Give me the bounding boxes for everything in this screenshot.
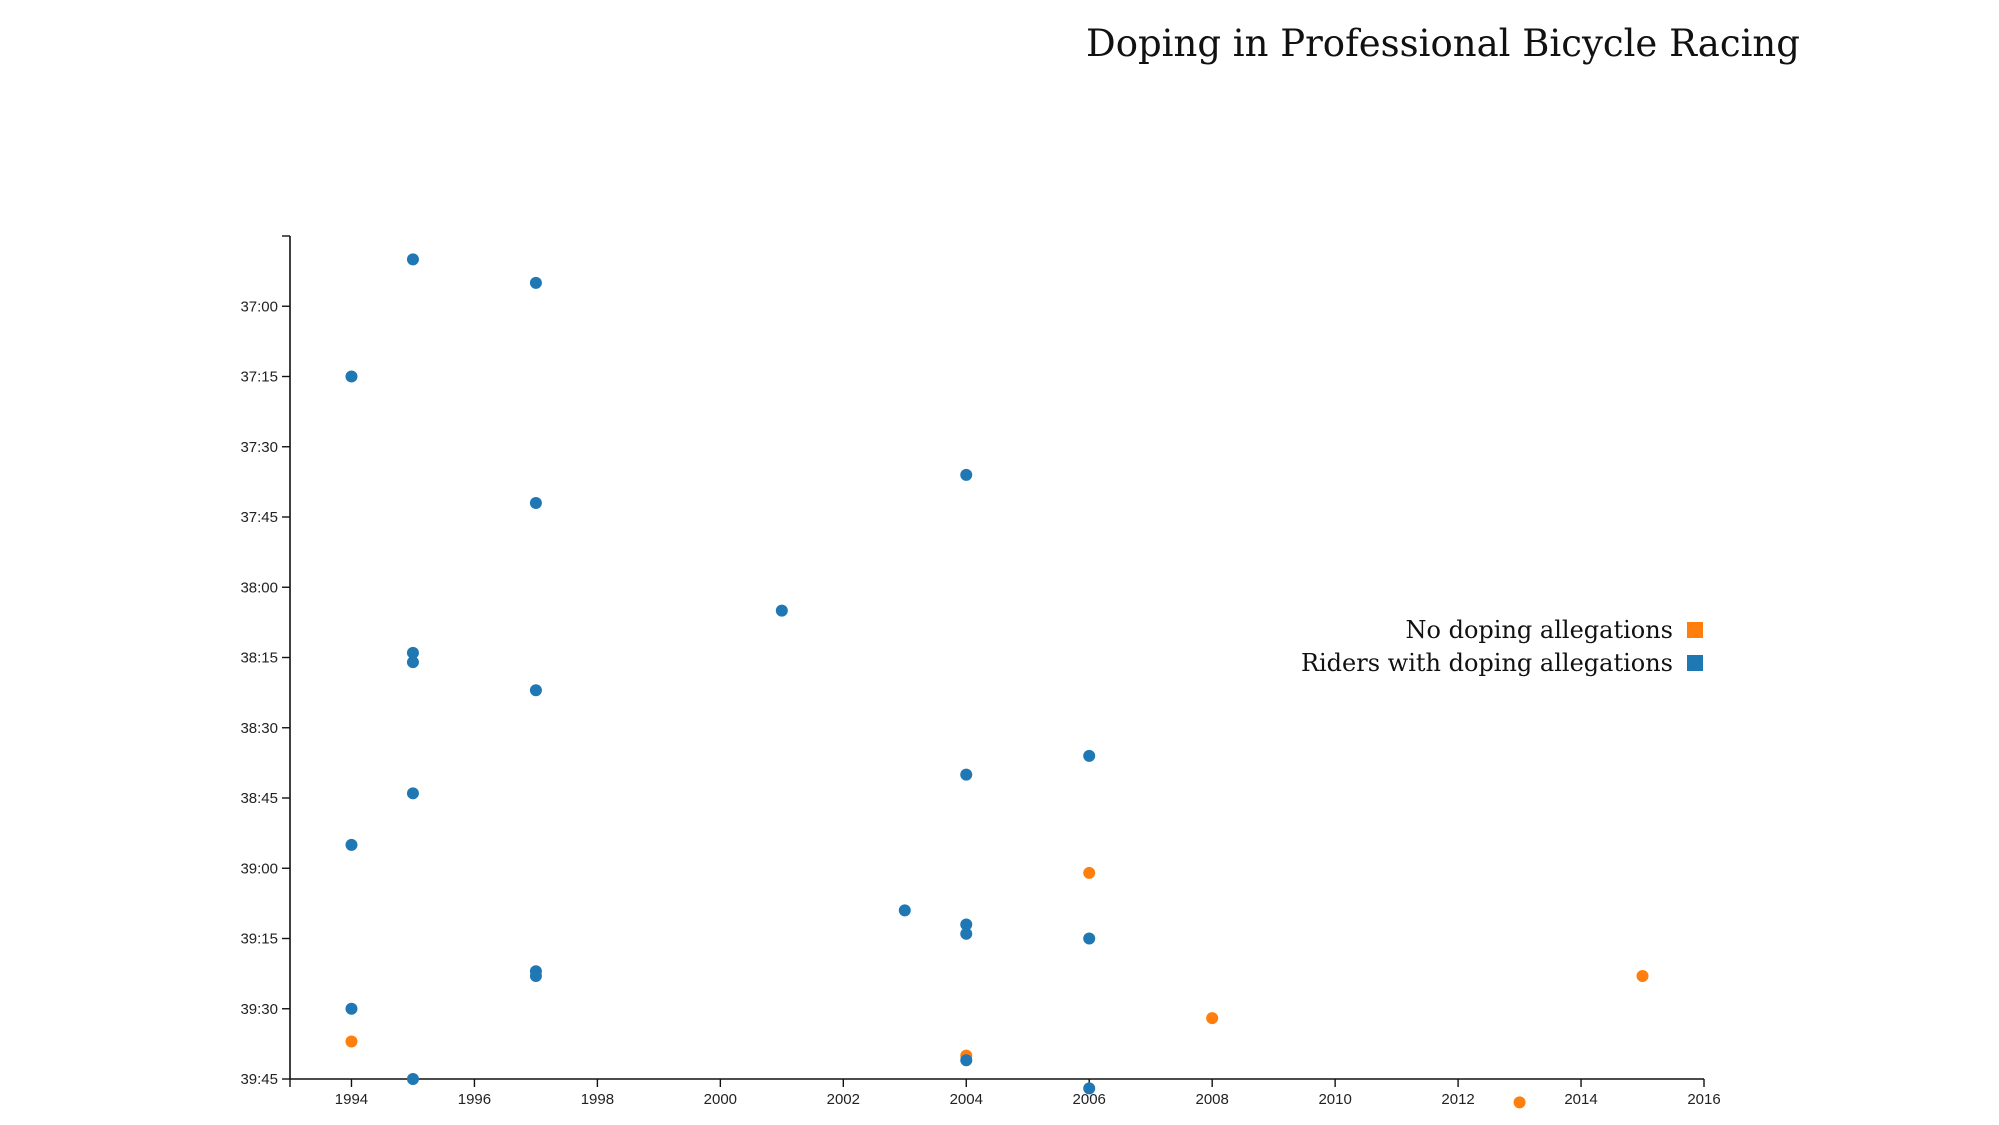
legend-label: Riders with doping allegations bbox=[1301, 649, 1673, 677]
y-tick-label: 38:15 bbox=[240, 650, 278, 667]
x-tick-label: 2012 bbox=[1441, 1091, 1474, 1108]
data-point-doping-allegations bbox=[1083, 1082, 1096, 1095]
y-tick-label: 38:00 bbox=[240, 579, 278, 596]
data-point-doping-allegations bbox=[960, 768, 973, 781]
legend: No doping allegations Riders with doping … bbox=[1301, 616, 1703, 677]
data-point-doping-allegations bbox=[529, 496, 542, 509]
y-tick-label: 39:45 bbox=[240, 1071, 278, 1088]
x-tick-label: 2006 bbox=[1073, 1091, 1106, 1108]
x-tick-label: 2002 bbox=[827, 1091, 860, 1108]
data-point-no-allegations bbox=[345, 1035, 358, 1048]
x-tick-label: 1998 bbox=[581, 1091, 614, 1108]
data-point-doping-allegations bbox=[406, 1073, 419, 1085]
x-tick-label: 2008 bbox=[1195, 1091, 1228, 1108]
data-point-no-allegations bbox=[1513, 1096, 1526, 1109]
data-point-doping-allegations bbox=[345, 370, 358, 383]
data-point-doping-allegations bbox=[960, 1054, 973, 1067]
data-point-doping-allegations bbox=[345, 1002, 358, 1015]
data-points bbox=[345, 253, 1649, 1109]
y-tick-label: 39:15 bbox=[240, 931, 278, 948]
y-tick-label: 37:30 bbox=[240, 439, 278, 456]
data-point-doping-allegations bbox=[529, 276, 542, 289]
chart-title: Doping in Professional Bicycle Racing bbox=[1086, 22, 1800, 65]
x-tick-label: 1996 bbox=[458, 1091, 491, 1108]
x-tick-label: 2010 bbox=[1318, 1091, 1351, 1108]
y-tick-label: 38:30 bbox=[240, 720, 278, 737]
data-point-no-allegations bbox=[1636, 969, 1649, 982]
x-tick-label: 2016 bbox=[1687, 1091, 1720, 1108]
data-point-doping-allegations bbox=[406, 787, 419, 800]
data-point-doping-allegations bbox=[1083, 749, 1096, 762]
axes: 37:00 37:15 37:30 37:45 38:00 38:15 38:30 38:45… bbox=[240, 235, 1721, 1108]
x-tick-label: 1994 bbox=[335, 1091, 368, 1108]
legend-label: No doping allegations bbox=[1406, 616, 1673, 644]
x-tick-label: 2004 bbox=[950, 1091, 983, 1108]
y-tick-label: 39:00 bbox=[240, 860, 278, 877]
data-point-doping-allegations bbox=[960, 468, 973, 481]
data-point-doping-allegations bbox=[345, 838, 358, 851]
data-point-doping-allegations bbox=[406, 656, 419, 669]
y-tick-label: 37:45 bbox=[240, 509, 278, 526]
data-point-no-allegations bbox=[1083, 866, 1096, 879]
data-point-doping-allegations bbox=[1083, 932, 1096, 945]
data-point-doping-allegations bbox=[775, 604, 788, 617]
data-point-doping-allegations bbox=[960, 918, 973, 931]
y-tick-label: 38:45 bbox=[240, 790, 278, 807]
x-tick-label: 2000 bbox=[704, 1091, 737, 1108]
legend-swatch bbox=[1687, 655, 1703, 671]
y-tick-label: 39:30 bbox=[240, 1001, 278, 1018]
data-point-doping-allegations bbox=[960, 927, 973, 940]
y-tick-label: 37:00 bbox=[240, 298, 278, 315]
data-point-doping-allegations bbox=[406, 253, 419, 266]
legend-swatch bbox=[1687, 622, 1703, 638]
data-point-doping-allegations bbox=[529, 684, 542, 697]
x-tick-label: 2014 bbox=[1564, 1091, 1597, 1108]
data-point-doping-allegations bbox=[898, 904, 911, 917]
y-tick-label: 37:15 bbox=[240, 369, 278, 386]
data-point-no-allegations bbox=[1206, 1012, 1219, 1025]
data-point-doping-allegations bbox=[529, 969, 542, 982]
data-point-doping-allegations bbox=[406, 646, 419, 659]
